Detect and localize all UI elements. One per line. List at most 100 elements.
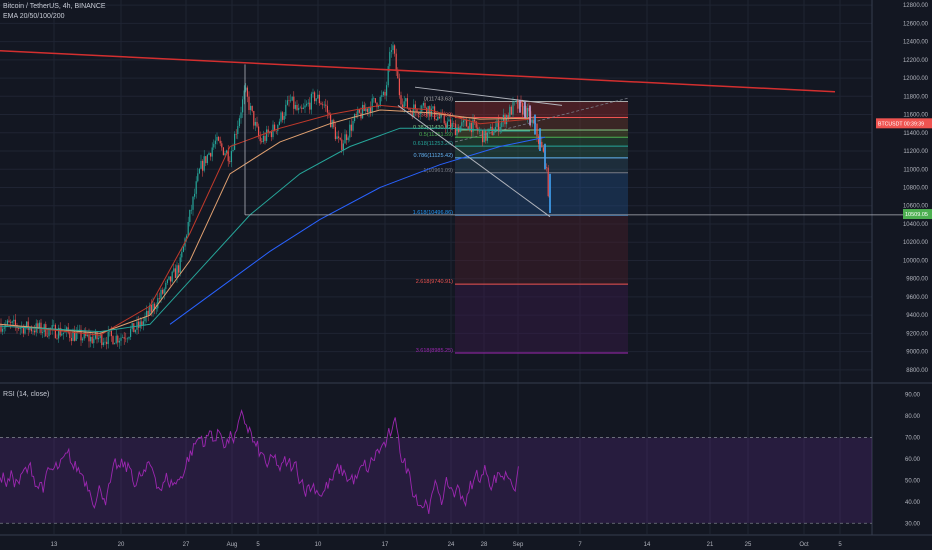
projected-bar	[524, 101, 526, 119]
candle	[250, 102, 252, 116]
candle	[126, 337, 128, 343]
candle	[163, 287, 165, 300]
symbol-legend[interactable]: Bitcoin / TetherUS, 4h, BINANCE	[3, 3, 106, 10]
candle-body	[5, 324, 7, 328]
candle-body	[206, 154, 208, 164]
candle-body	[192, 196, 194, 210]
candle-body	[34, 330, 36, 333]
candle	[502, 108, 504, 127]
time-tick-label: 27	[183, 542, 190, 548]
candle-body	[290, 100, 292, 102]
candle-body	[325, 104, 327, 106]
candle-body	[120, 337, 122, 341]
fib-level-label: 0(11743.63)	[424, 96, 453, 102]
candle	[397, 67, 399, 79]
candle-body	[403, 101, 405, 107]
candle-body	[443, 114, 445, 124]
candle	[522, 99, 524, 118]
candle-body	[346, 134, 348, 141]
price-axis[interactable]: 12800.00 12600.00 12400.00 12200.00 12000.00…	[876, 3, 932, 527]
candle-body	[173, 268, 175, 272]
candle-body	[451, 123, 453, 128]
price-tick-label: 9200.00	[906, 331, 928, 337]
candle-body	[154, 303, 156, 310]
time-axis[interactable]: 13 20 27 Aug 5 10 17 24 28 Sep 7 14 21 25 Oct 5	[51, 542, 843, 548]
rsi-legend[interactable]: RSI (14, close)	[3, 391, 50, 398]
candle-body	[53, 324, 55, 326]
candle-body	[410, 109, 412, 112]
candle-body	[293, 96, 295, 109]
candle-body	[299, 107, 301, 109]
candle	[214, 134, 216, 149]
candle-body	[374, 98, 376, 103]
fibonacci-extension[interactable]: 0(11743.63)0.236(11567.88)0.382(11430.72…	[413, 96, 628, 354]
candle-body	[294, 104, 296, 109]
candle	[507, 112, 509, 122]
candle-body	[250, 105, 252, 111]
candle	[298, 103, 300, 114]
trend-drawings[interactable]	[0, 49, 932, 218]
candle-body	[230, 151, 232, 163]
candle	[266, 125, 268, 143]
candle-body	[232, 149, 234, 152]
candle-body	[502, 114, 504, 122]
candle	[117, 334, 119, 347]
candle-body	[245, 87, 247, 91]
candle-body	[118, 340, 120, 343]
candle-body	[115, 335, 117, 344]
candle	[520, 95, 522, 107]
candle	[290, 94, 292, 103]
candle	[38, 320, 40, 334]
candle-body	[411, 111, 413, 117]
candle-body	[267, 129, 269, 133]
candle-body	[131, 323, 133, 330]
candle	[299, 105, 301, 109]
candle	[322, 101, 324, 110]
candle-body	[450, 119, 452, 128]
candle	[107, 325, 109, 349]
candle	[339, 137, 341, 141]
candle	[392, 41, 394, 55]
candle-body	[229, 161, 231, 163]
candle	[315, 98, 317, 105]
candle-body	[210, 153, 212, 157]
candle-body	[2, 328, 4, 332]
candle	[157, 293, 159, 312]
price-tick-label: 9400.00	[906, 313, 928, 319]
candle	[350, 118, 352, 138]
candle-body	[213, 143, 215, 148]
candle-body	[344, 134, 346, 144]
candle-body	[30, 327, 32, 332]
ema-legend[interactable]: EMA 20/50/100/200	[3, 13, 65, 20]
candle	[413, 99, 415, 117]
candle	[82, 337, 84, 343]
candle-body	[98, 338, 100, 340]
candle	[341, 133, 343, 153]
time-tick-label: Aug	[227, 542, 238, 548]
candle	[256, 116, 258, 128]
candle-body	[61, 333, 63, 336]
candle	[123, 331, 125, 345]
candle-body	[125, 338, 127, 340]
candle-body	[485, 129, 487, 141]
candle	[102, 337, 104, 347]
candle-body	[421, 105, 423, 112]
rsi-tick-label: 40.00	[905, 500, 921, 506]
candle-body	[397, 71, 399, 79]
candle	[294, 101, 296, 111]
candle	[176, 261, 178, 283]
candle	[371, 94, 373, 117]
candle-body	[24, 327, 26, 334]
candle-body	[142, 321, 144, 326]
candle	[328, 109, 330, 119]
candle-body	[398, 78, 400, 96]
candle-body	[176, 265, 178, 278]
candle-body	[26, 321, 28, 328]
candle	[13, 315, 15, 326]
candle	[240, 106, 242, 124]
rsi-pane	[0, 409, 872, 524]
candle	[144, 312, 146, 326]
candle	[248, 91, 250, 115]
candle	[509, 104, 511, 119]
